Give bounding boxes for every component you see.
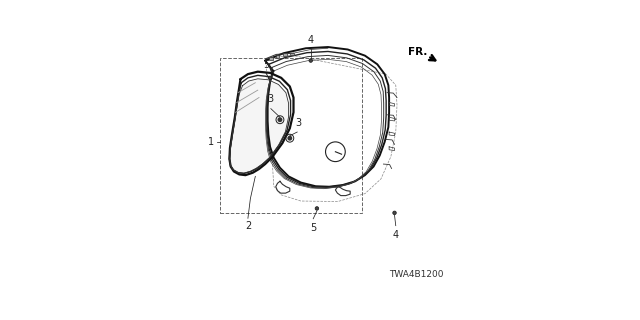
Circle shape [315, 207, 319, 210]
Text: 1: 1 [208, 137, 214, 147]
Circle shape [393, 211, 396, 215]
Text: 4: 4 [308, 35, 314, 45]
Polygon shape [230, 79, 289, 173]
Circle shape [309, 59, 312, 62]
Circle shape [278, 117, 282, 122]
Text: 3: 3 [296, 117, 301, 128]
Text: 5: 5 [263, 60, 269, 70]
FancyBboxPatch shape [291, 53, 294, 55]
Text: 4: 4 [393, 230, 399, 240]
Circle shape [287, 136, 292, 141]
FancyBboxPatch shape [275, 55, 280, 58]
Text: 2: 2 [244, 221, 251, 231]
Text: 5: 5 [310, 223, 316, 233]
Circle shape [268, 76, 272, 80]
Text: FR.: FR. [408, 47, 427, 57]
FancyBboxPatch shape [269, 57, 273, 60]
Text: TWA4B1200: TWA4B1200 [390, 270, 444, 279]
Text: 3: 3 [268, 94, 274, 104]
FancyBboxPatch shape [283, 53, 287, 56]
